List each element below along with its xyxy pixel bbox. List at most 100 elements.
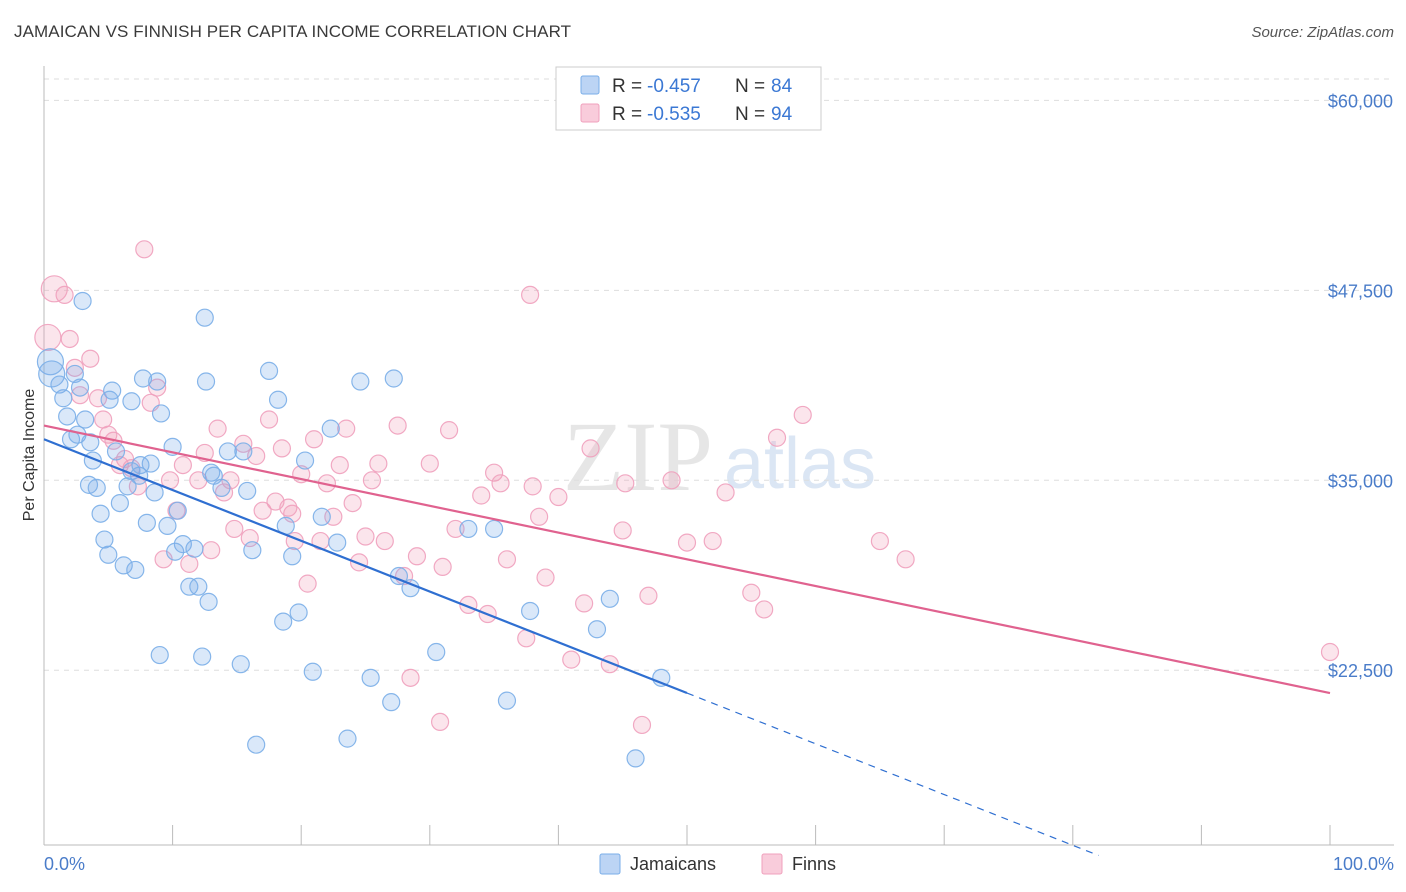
finns-point-50 [369,454,388,473]
jamaicans-point-8 [70,378,90,397]
finns-point-58 [439,421,459,440]
y-tick-label-3: $22,500 [1328,661,1393,681]
finns-point-48 [356,527,375,546]
finns-point-32 [253,501,272,520]
finns-point-59 [446,519,465,539]
jamaicans-point-22 [126,560,145,580]
finns-point-44 [330,455,349,475]
jamaicans-point-65 [600,589,619,608]
jamaicans-point-19 [114,556,133,575]
jamaicans-point-15 [99,545,118,564]
finns-point-82 [767,428,787,447]
finns-point-0 [34,323,62,352]
jamaicans-point-48 [295,451,315,470]
finns-point-7 [88,389,108,408]
jamaicans-point-54 [351,372,370,391]
y-tick-label-0: $60,000 [1328,91,1393,111]
jamaicans-point-60 [459,519,478,539]
finns-point-61 [472,486,491,505]
finns-point-76 [639,586,658,605]
jamaicans-point-53 [338,729,357,748]
gridlines [44,78,1394,671]
finns-point-17 [148,378,167,397]
finns-point-26 [208,419,227,438]
jamaicans-point-50 [312,507,331,526]
jamaicans-point-25 [137,513,156,532]
jamaicans-point-73 [73,291,92,311]
jamaicans-point-32 [173,535,192,554]
legend-swatch-finns [580,103,600,123]
legend-n-label-jamaicans: N = [735,76,765,97]
jamaicans-point-71 [243,541,262,560]
bottom-legend-swatch-finns[interactable] [761,853,783,875]
finns-point-80 [742,583,761,602]
bottom-legend-label-jamaicans[interactable]: Jamaicans [630,854,716,874]
finns-point-52 [388,416,407,435]
jamaicans-point-76 [131,455,150,475]
finns-point-87 [632,715,652,735]
legend-box [555,66,822,131]
finns-point-47 [349,553,369,572]
finns-point-3 [60,329,79,349]
finns-point-63 [485,463,504,482]
finns-point-8 [94,410,113,429]
jamaicans-point-61 [485,519,504,539]
y-tick-label-1: $47,500 [1328,281,1393,301]
legend-n-value-jamaicans: 84 [771,76,793,97]
finns-point-21 [173,455,192,475]
axes [43,66,1394,846]
jamaicans-point-9 [76,410,95,429]
jamaicans-point-43 [259,361,279,380]
legend-r-label-jamaicans: R = [612,76,642,97]
jamaicans-point-82 [382,693,401,712]
jamaicans-trend-extension [686,692,1099,857]
jamaicans-point-47 [289,603,308,622]
jamaicans-point-38 [212,478,231,497]
watermark-atlas: atlas [724,424,876,504]
jamaicans-point-27 [145,483,164,502]
jamaicans-point-49 [303,662,322,681]
jamaicans-point-59 [427,642,446,662]
jamaicans-point-28 [151,404,171,423]
x-tick-label-max: 100.0% [1333,854,1394,874]
series-legend: Jamaicans Finns [599,853,836,875]
y-axis-label: Per Capita Income [21,389,38,522]
finns-point-78 [703,531,722,551]
finns-point-66 [521,285,540,305]
jamaicans-point-78 [274,612,293,631]
finns-point-22 [180,554,199,573]
finns-point-6 [81,349,100,368]
jamaicans-point-24 [133,369,153,388]
jamaicans-point-63 [521,601,540,621]
finns-point-33 [259,410,279,429]
jamaicans-point-14 [95,530,114,549]
finns-point-67 [523,477,542,496]
chart-title: JAMAICAN VS FINNISH PER CAPITA INCOME CO… [14,22,572,41]
jamaicans-point-77 [196,372,216,391]
finns-point-46 [343,493,362,513]
watermark-zip: ZIP [563,401,713,512]
jamaicans-point-42 [247,735,266,754]
jamaicans-point-74 [122,392,141,411]
jamaicans-point-20 [118,477,137,496]
jamaicans-point-55 [361,668,380,687]
jamaicans-point-46 [283,547,302,566]
jamaicans-point-56 [384,369,403,388]
jamaicans-point-68 [189,577,208,596]
finns-point-89 [662,471,681,490]
jamaicans-point-51 [321,419,340,438]
jamaicans-point-2 [50,375,69,394]
jamaicans-points [36,291,671,768]
jamaicans-point-3 [54,389,73,408]
bottom-legend-swatch-jamaicans[interactable] [599,853,621,875]
finns-point-75 [613,521,632,540]
jamaicans-point-75 [166,542,185,561]
jamaicans-point-81 [202,463,221,482]
jamaicans-point-80 [148,372,167,391]
finns-point-39 [298,574,317,593]
finns-point-4 [65,358,84,377]
jamaicans-point-6 [65,364,84,384]
bottom-legend-label-finns[interactable]: Finns [792,854,836,874]
finns-point-55 [407,547,427,566]
